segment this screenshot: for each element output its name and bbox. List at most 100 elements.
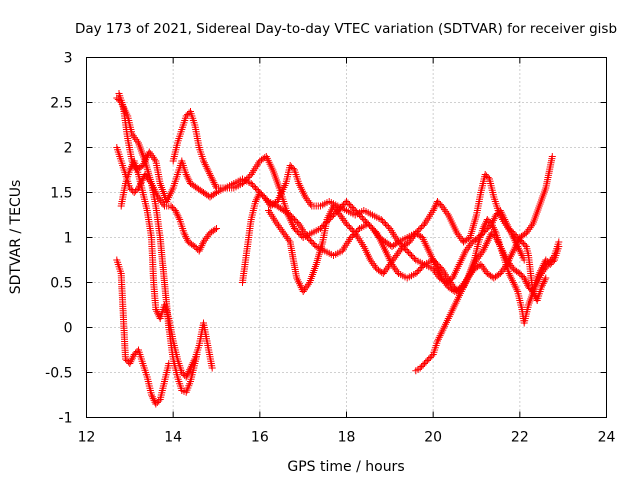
data-point	[480, 245, 488, 253]
series-s9	[412, 216, 563, 375]
data-point	[540, 266, 548, 274]
data-point	[212, 182, 220, 190]
data-point	[181, 231, 189, 239]
data-point	[171, 207, 179, 214]
data-point	[132, 349, 140, 357]
data-point	[133, 137, 141, 145]
data-point	[339, 215, 347, 223]
data-point	[151, 155, 158, 163]
data-point	[522, 278, 530, 286]
data-point	[333, 207, 341, 215]
data-point	[155, 397, 163, 405]
y-tick-label: 2	[64, 141, 73, 157]
data-point	[165, 360, 173, 367]
data-point	[498, 210, 506, 218]
data-point	[309, 240, 317, 247]
data-point	[521, 241, 529, 249]
data-point	[141, 171, 149, 178]
data-point	[149, 153, 157, 161]
data-point	[142, 172, 150, 180]
data-point	[291, 216, 298, 223]
data-point	[360, 216, 368, 223]
data-point	[209, 177, 217, 185]
data-point	[511, 282, 519, 290]
data-point	[439, 204, 447, 212]
data-point	[482, 268, 490, 276]
data-point	[144, 174, 152, 182]
data-point	[185, 368, 193, 376]
data-point	[543, 262, 551, 270]
y-tick-label: 0.5	[50, 276, 72, 292]
data-point	[439, 276, 447, 284]
data-point	[526, 224, 534, 232]
data-point	[390, 255, 398, 263]
data-point	[175, 214, 183, 222]
data-point	[516, 270, 524, 277]
data-point	[344, 199, 352, 207]
y-tick-label: -1	[59, 411, 73, 427]
data-point	[398, 244, 405, 252]
data-point	[523, 279, 531, 287]
x-tick-label: 18	[338, 430, 356, 446]
data-point	[538, 281, 546, 289]
data-point	[547, 257, 555, 265]
data-point	[381, 268, 389, 276]
data-point	[393, 268, 401, 276]
data-point	[307, 200, 314, 208]
data-point	[500, 214, 508, 222]
data-point	[147, 150, 155, 158]
data-point	[457, 234, 465, 242]
data-point	[480, 223, 488, 231]
data-point	[421, 360, 428, 367]
data-point	[528, 222, 535, 230]
data-point	[192, 244, 200, 252]
data-point	[538, 283, 545, 291]
data-point	[145, 176, 153, 184]
data-point	[555, 238, 563, 246]
data-point	[347, 234, 355, 241]
data-point	[288, 213, 296, 220]
data-point	[275, 222, 282, 230]
data-point	[337, 213, 345, 221]
data-point	[123, 357, 131, 364]
data-point	[132, 187, 140, 195]
data-point	[345, 223, 353, 231]
data-point	[347, 202, 355, 210]
data-point	[182, 233, 190, 241]
data-point	[340, 216, 348, 224]
data-point	[434, 335, 442, 343]
data-point	[431, 203, 439, 211]
data-point	[497, 208, 505, 216]
data-point	[379, 217, 387, 225]
data-point	[436, 332, 444, 340]
data-point	[395, 248, 403, 256]
data-point	[540, 278, 548, 286]
data-point	[368, 258, 376, 266]
data-point	[146, 178, 154, 186]
data-point	[149, 395, 157, 403]
data-point	[524, 227, 532, 235]
data-point	[385, 262, 392, 270]
grid	[86, 57, 607, 418]
data-point	[502, 219, 510, 227]
data-point	[249, 181, 257, 189]
data-point	[512, 284, 520, 292]
data-point	[167, 202, 175, 210]
data-point	[184, 111, 192, 118]
data-point	[303, 195, 311, 203]
data-point	[191, 243, 199, 250]
data-point	[453, 229, 461, 237]
data-point	[435, 333, 443, 341]
data-point	[416, 265, 424, 273]
data-point	[202, 162, 210, 170]
data-point	[131, 134, 139, 142]
data-point	[295, 229, 303, 237]
data-point	[506, 271, 514, 279]
data-point	[394, 250, 402, 258]
data-point	[423, 357, 431, 364]
data-point	[306, 237, 314, 244]
data-point	[288, 163, 296, 171]
data-point	[490, 215, 498, 223]
data-point	[206, 171, 214, 179]
data-point	[510, 280, 518, 288]
